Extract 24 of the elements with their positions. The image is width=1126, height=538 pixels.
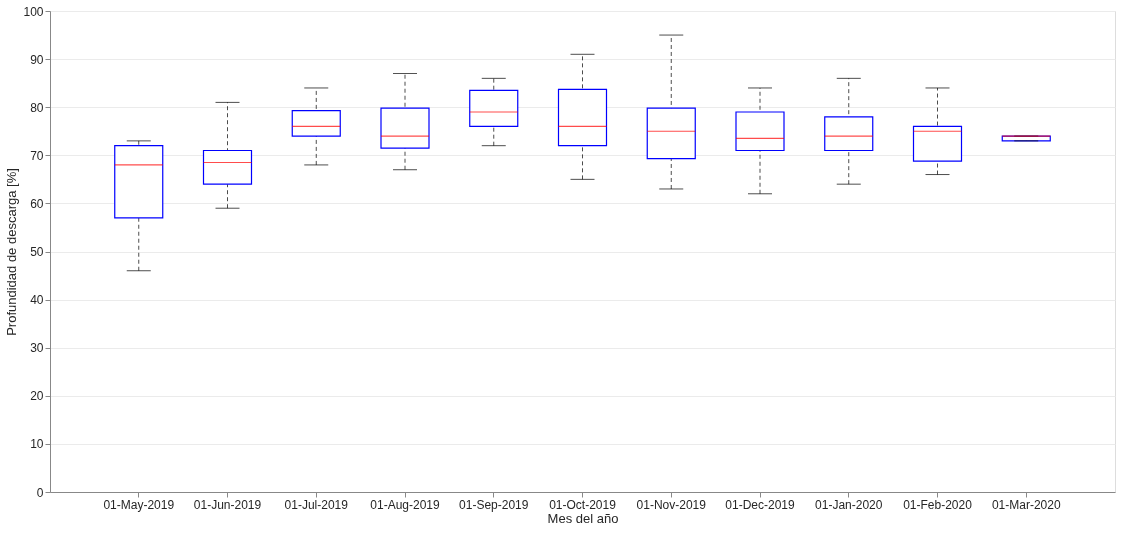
y-tick-label: 20 — [30, 389, 44, 404]
y-tick-label: 90 — [30, 52, 44, 67]
y-tick-label: 60 — [30, 196, 44, 211]
x-tick-label: 01-Oct-2019 — [549, 497, 617, 512]
x-tick-label: 01-Feb-2020 — [903, 497, 973, 512]
y-tick-label: 50 — [30, 245, 44, 259]
x-tick-label: 01-Aug-2019 — [370, 497, 441, 512]
y-tick-label: 0 — [36, 485, 44, 500]
x-tick-label: 01-Mar-2020 — [991, 497, 1061, 512]
x-tick-label: 01-Jan-2020 — [815, 497, 883, 512]
y-tick-label: 100 — [23, 4, 44, 19]
y-tick-label: 30 — [30, 341, 44, 356]
y-tick-label: 40 — [30, 293, 44, 308]
x-tick-label: 01-Dec-2019 — [725, 497, 796, 512]
x-tick-label: 01-Sep-2019 — [459, 497, 529, 512]
y-tick-label: 70 — [30, 148, 44, 163]
x-tick-label: 01-May-2019 — [103, 497, 175, 512]
x-axis-title: Mes del año — [547, 510, 619, 526]
x-tick-label: 01-Jun-2019 — [193, 497, 262, 512]
y-tick-label: 10 — [30, 437, 44, 452]
y-tick-label: 80 — [30, 100, 44, 115]
y-axis-title: Profundidad de descarga [%] — [4, 168, 20, 336]
x-tick-label: 01-Nov-2019 — [636, 497, 707, 512]
x-tick-label: 01-Jul-2019 — [284, 497, 349, 512]
